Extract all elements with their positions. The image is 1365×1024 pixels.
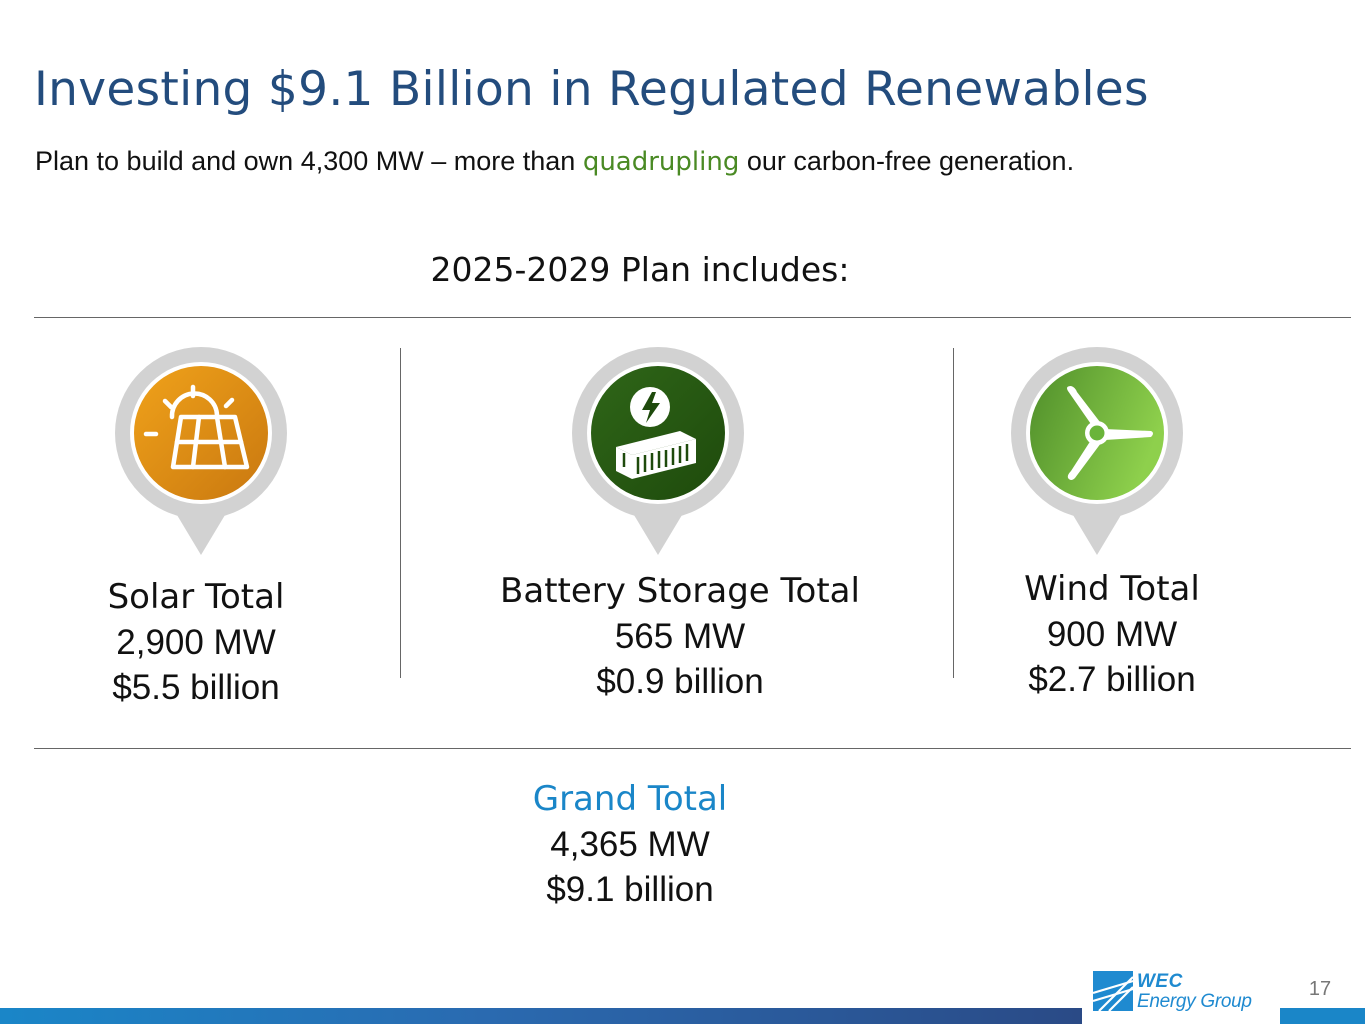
top-divider bbox=[34, 317, 1351, 318]
grand-total-label: Grand Total bbox=[532, 779, 728, 819]
footer-bar-left bbox=[0, 1008, 1082, 1024]
plan-heading: 2025-2029 Plan includes: bbox=[430, 250, 850, 289]
logo-wordmark: WEC bbox=[1137, 971, 1183, 992]
category-name: Battery Storage Total bbox=[500, 571, 860, 611]
battery-storage-total-block: Battery Storage Total 565 MW $0.9 billio… bbox=[470, 568, 890, 704]
slide-title: Investing $9.1 Billion in Regulated Rene… bbox=[34, 62, 1149, 117]
grand-total-capacity: 4,365 MW bbox=[550, 825, 710, 864]
page-number: 17 bbox=[1308, 978, 1332, 1000]
category-capacity: 900 MW bbox=[1046, 615, 1178, 654]
footer-bar-right bbox=[1280, 1008, 1365, 1024]
wind-turbine-icon bbox=[1011, 347, 1183, 555]
solar-panel-icon bbox=[115, 347, 287, 555]
wind-pin bbox=[1011, 347, 1183, 557]
grand-total-block: Grand Total 4,365 MW $9.1 billion bbox=[420, 776, 840, 912]
solar-pin bbox=[115, 347, 287, 557]
logo-subtitle: Energy Group bbox=[1137, 991, 1252, 1012]
wec-logo-mark-icon bbox=[1093, 971, 1133, 1011]
category-name: Solar Total bbox=[107, 577, 285, 617]
battery-pin bbox=[572, 347, 744, 557]
subtitle-text-after: our carbon-free generation. bbox=[739, 146, 1075, 176]
battery-container-icon bbox=[572, 347, 744, 555]
subtitle-highlight: quadrupling bbox=[582, 147, 740, 177]
category-investment: $5.5 billion bbox=[112, 668, 280, 707]
slide-subtitle: Plan to build and own 4,300 MW – more th… bbox=[35, 146, 1074, 177]
subtitle-text-before: Plan to build and own 4,300 MW – more th… bbox=[35, 146, 583, 176]
grand-total-investment: $9.1 billion bbox=[546, 870, 714, 909]
bottom-divider bbox=[34, 748, 1351, 749]
wec-energy-group-logo: WEC Energy Group bbox=[1093, 970, 1263, 1015]
wind-total-block: Wind Total 900 MW $2.7 billion bbox=[902, 566, 1322, 702]
column-divider-2 bbox=[953, 348, 954, 678]
category-name: Wind Total bbox=[1024, 569, 1200, 609]
category-investment: $2.7 billion bbox=[1028, 660, 1196, 699]
solar-total-block: Solar Total 2,900 MW $5.5 billion bbox=[0, 574, 406, 710]
column-divider-1 bbox=[400, 348, 401, 678]
category-capacity: 2,900 MW bbox=[116, 623, 276, 662]
category-capacity: 565 MW bbox=[614, 617, 746, 656]
category-investment: $0.9 billion bbox=[596, 662, 764, 701]
